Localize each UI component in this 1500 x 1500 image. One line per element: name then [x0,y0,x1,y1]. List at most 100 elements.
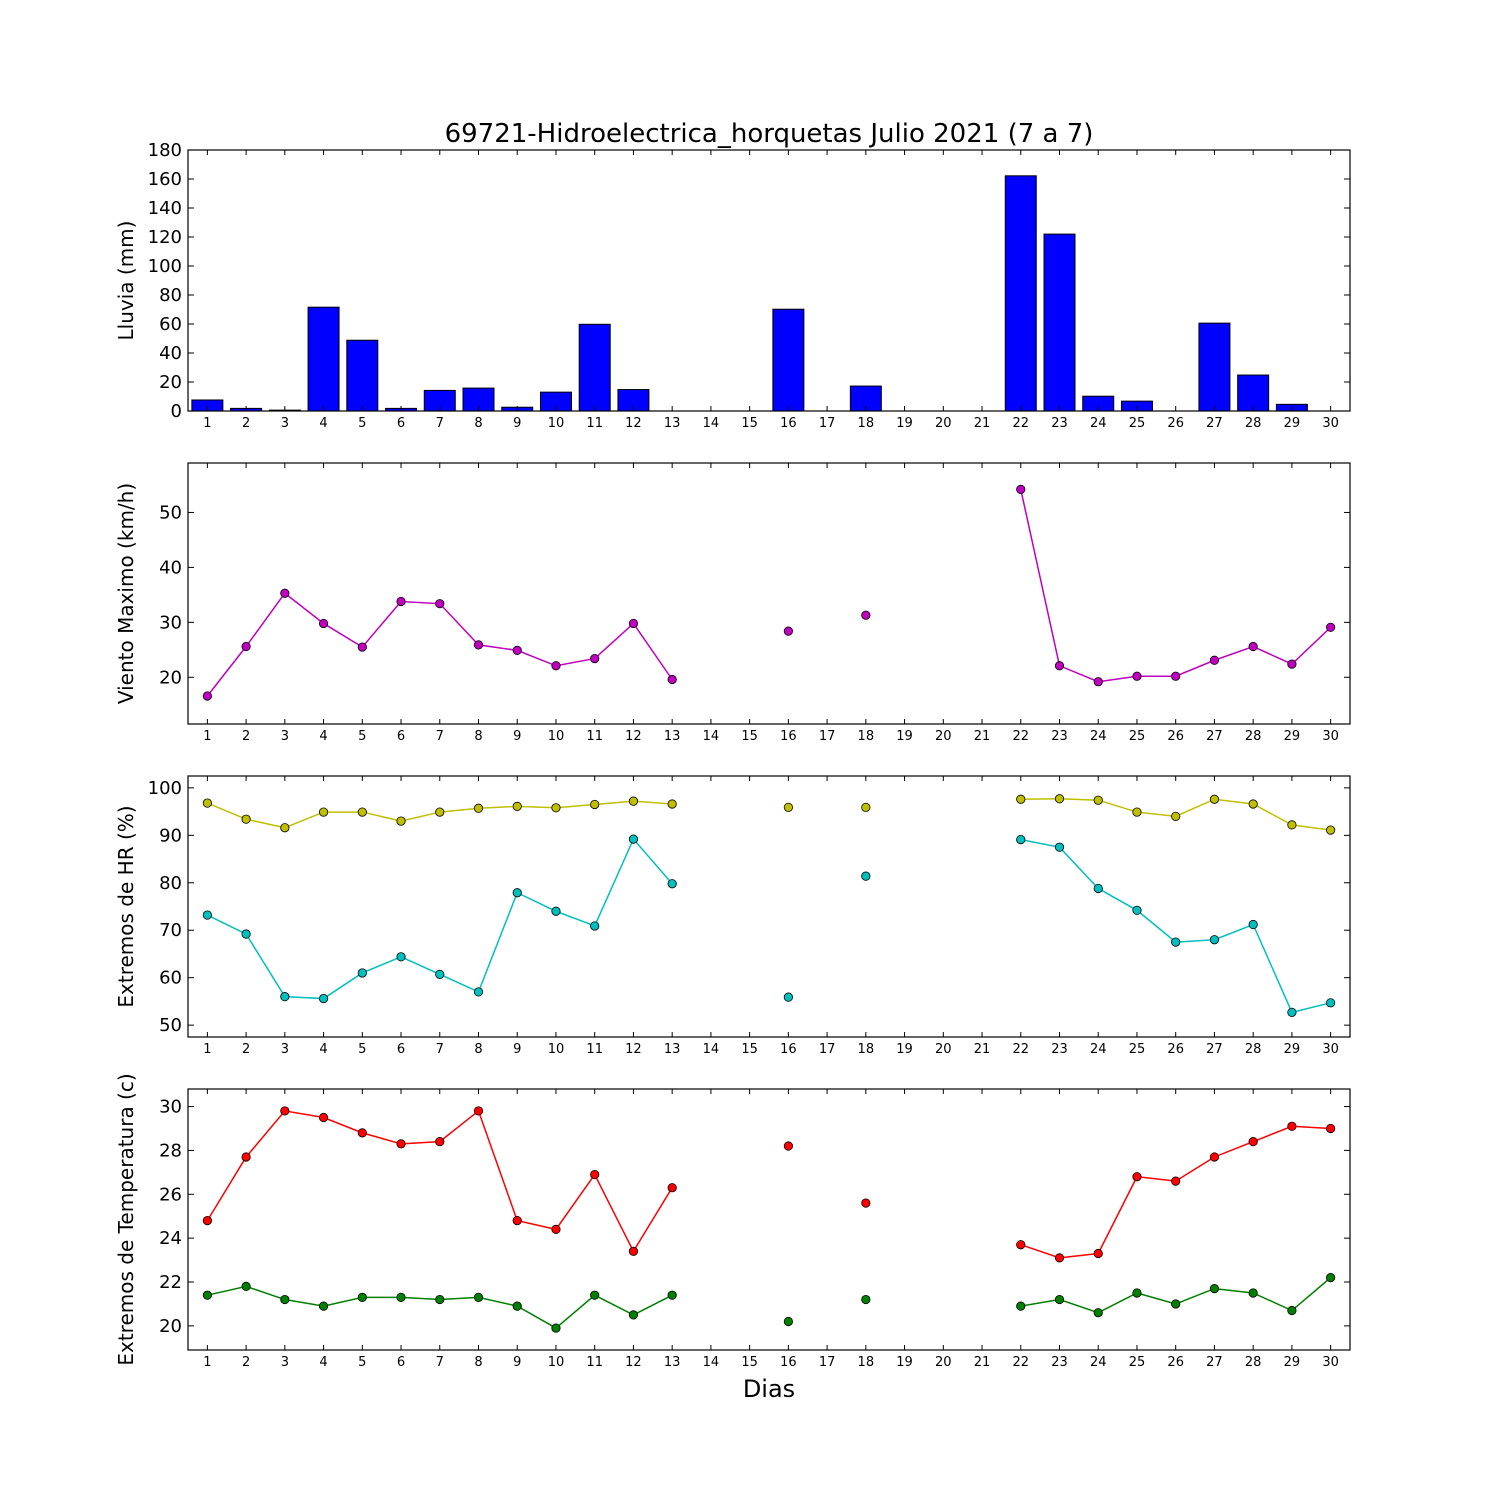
wind-ytick-label: 20 [159,667,182,688]
temperature-series-1-point-day-18 [861,1198,871,1208]
wind-xtick-label: 30 [1322,729,1339,744]
temperature-xtick-label: 25 [1129,1355,1146,1370]
humidity-xtick-label: 22 [1012,1042,1029,1057]
wind-series-1-point-day-28 [1248,641,1258,652]
temperature-xtick-label: 2 [242,1355,250,1370]
humidity-series-2-point-day-2 [241,929,251,939]
temperature-series-2-point-day-26 [1171,1299,1181,1309]
temperature-series-2-point-day-13 [667,1290,677,1300]
humidity-xtick-label: 26 [1167,1042,1184,1057]
humidity-axes-frame [187,775,1351,1038]
temperature-series-1-point-day-10 [551,1224,561,1234]
temperature-xtick-label: 27 [1206,1355,1223,1370]
wind-series-1-point-day-1 [202,691,212,701]
humidity-series-2-point-day-7 [435,969,445,979]
wind-xtick-label: 4 [319,729,327,744]
temperature-series-1-point-day-2 [241,1152,251,1162]
humidity-series-2-point-day-22 [1016,834,1026,845]
rain-axes-frame [187,149,1351,412]
humidity-ytick-label: 90 [159,825,182,846]
humidity-xtick-label: 8 [474,1042,482,1057]
rain-xtick-label: 17 [819,416,836,431]
temperature-series-1-point-day-24 [1093,1248,1103,1259]
rain-xtick-label: 2 [242,416,250,431]
temperature-y-axis-label: Extremos de Temperatura (c) [114,1073,138,1365]
temperature-series-1-point-day-12 [628,1246,639,1256]
rain-xtick-label: 1 [203,416,211,431]
humidity-series-2-point-day-12 [628,834,639,844]
rain-xtick-label: 23 [1051,416,1068,431]
temperature-series-2-point-day-28 [1248,1288,1258,1298]
temperature-xtick-label: 21 [974,1355,991,1370]
wind-ytick-label: 40 [159,557,182,578]
wind-xtick-label: 24 [1090,729,1107,744]
rain-xtick-label: 22 [1012,416,1029,431]
humidity-ytick-label: 100 [148,778,182,799]
temperature-series-1-point-day-25 [1132,1172,1142,1182]
wind-ytick-label: 30 [159,612,182,633]
temperature-xtick-label: 30 [1322,1355,1339,1370]
temperature-series-1-point-day-1 [202,1216,212,1226]
rain-xtick-label: 29 [1284,416,1301,431]
temperature-series-1-point-day-7 [435,1137,445,1147]
humidity-series-1-point-day-13 [667,799,677,809]
rain-xtick-label: 8 [474,416,482,431]
temperature-series-1-point-day-28 [1248,1137,1258,1147]
rain-bar-day-23 [1043,233,1076,412]
humidity-series-1-point-day-28 [1248,799,1258,809]
rain-xtick-label: 30 [1322,416,1339,431]
rain-xtick-label: 3 [281,416,289,431]
chart-title: 69721-Hidroelectrica_horquetas Julio 202… [445,119,1094,149]
humidity-series-1-point-day-24 [1093,795,1103,805]
wind-series-1-point-day-27 [1209,655,1220,665]
temperature-xtick-label: 4 [319,1355,327,1370]
wind-axes-frame [187,462,1351,725]
humidity-series-2-point-day-3 [280,992,290,1002]
humidity-series-1-point-day-2 [241,814,251,824]
humidity-series-2-point-day-25 [1132,905,1142,915]
rain-bar-day-22 [1004,175,1037,412]
humidity-ytick-label: 70 [159,920,182,941]
wind-series-1-point-day-26 [1171,671,1181,681]
rain-xtick-label: 18 [858,416,875,431]
wind-xtick-label: 8 [474,729,482,744]
temperature-series-2-point-day-3 [280,1294,290,1305]
wind-series-1-point-day-8 [473,640,484,650]
temperature-xtick-label: 11 [586,1355,603,1370]
temperature-series-1-point-day-29 [1287,1121,1297,1131]
humidity-xtick-label: 29 [1284,1042,1301,1057]
rain-xtick-label: 6 [397,416,405,431]
wind-series-1-point-day-2 [241,641,251,652]
humidity-series-1-point-day-1 [202,798,212,808]
humidity-series-2-point-day-28 [1248,919,1258,930]
wind-series-1-point-day-11 [590,654,600,664]
humidity-xtick-label: 21 [974,1042,991,1057]
wind-series-1-point-day-4 [318,618,329,629]
humidity-xtick-label: 25 [1129,1042,1146,1057]
wind-series-1-point-day-9 [512,645,522,655]
wind-xtick-label: 12 [625,729,642,744]
temperature-xtick-label: 15 [741,1355,758,1370]
humidity-series-2-point-day-1 [202,910,212,920]
temperature-series-2-point-day-7 [435,1294,445,1305]
wind-xtick-label: 25 [1129,729,1146,744]
rain-xtick-label: 7 [436,416,444,431]
rain-xtick-label: 20 [935,416,952,431]
wind-ytick-label: 50 [159,502,182,523]
humidity-xtick-label: 7 [436,1042,444,1057]
wind-xtick-label: 1 [203,729,211,744]
x-axis-label: Dias [743,1375,795,1403]
humidity-xtick-label: 11 [586,1042,603,1057]
rain-ytick-label: 120 [148,227,182,248]
temperature-ytick-label: 30 [159,1097,182,1118]
wind-xtick-label: 26 [1167,729,1184,744]
wind-series-1-point-day-10 [551,661,561,671]
humidity-series-1-point-day-7 [435,807,445,817]
temperature-series-2-point-day-10 [551,1323,561,1333]
humidity-xtick-label: 6 [397,1042,405,1057]
rain-xtick-label: 24 [1090,416,1107,431]
humidity-xtick-label: 16 [780,1042,797,1057]
humidity-xtick-label: 23 [1051,1042,1068,1057]
temperature-xtick-label: 6 [397,1355,405,1370]
